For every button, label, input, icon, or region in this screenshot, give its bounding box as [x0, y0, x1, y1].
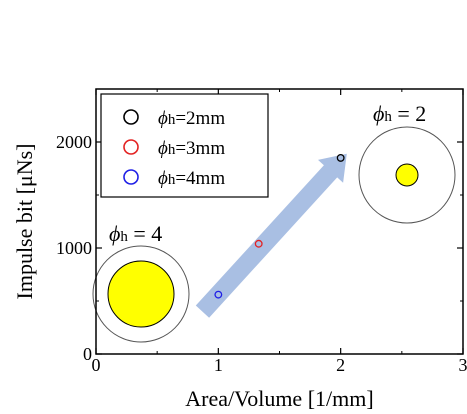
data-point [214, 290, 223, 299]
legend-label: ϕh=2mm [158, 108, 225, 129]
annotation-value: = 2 [392, 101, 426, 126]
hole-small [395, 163, 419, 187]
annotation-subscript: h [384, 109, 392, 125]
y-tick-label: 2000 [56, 132, 92, 152]
x-tick-label: 1 [214, 355, 223, 375]
annotation-phi4: ϕh = 4 [109, 221, 162, 246]
legend-label: ϕh=3mm [158, 138, 225, 159]
axis-ticks: 0 1 2 3 0 1000 2000 [56, 89, 467, 375]
x-tick-label: 0 [92, 355, 101, 375]
annotations: ϕh = 4ϕh = 2 [109, 101, 426, 246]
inset-diagrams [92, 126, 456, 343]
y-tick-label: 1000 [56, 238, 92, 258]
data-points [214, 153, 345, 299]
annotation-phi-symbol: ϕ [109, 221, 120, 246]
legend-phi-symbol: ϕ [158, 138, 168, 159]
legend-value: =2mm [175, 108, 225, 129]
legend-phi-symbol: ϕ [158, 108, 168, 129]
data-point [336, 153, 345, 162]
x-axis-label: Area/Volume [1/mm] [185, 386, 373, 411]
hole-large [107, 260, 175, 328]
x-tick-label: 3 [459, 355, 467, 375]
annotation-phi2: ϕh = 2 [373, 101, 426, 126]
annotation-subscript: h [120, 229, 128, 245]
y-tick-label: 0 [83, 344, 92, 364]
trend-arrow-layer [195, 153, 347, 318]
legend-marker [123, 139, 139, 155]
legend-marker [123, 169, 139, 185]
legend-value: =4mm [175, 168, 225, 189]
annotation-phi-symbol: ϕ [373, 101, 384, 126]
legend-label: ϕh=4mm [158, 168, 225, 189]
legend-value: =3mm [175, 138, 225, 159]
x-tick-label: 2 [336, 355, 345, 375]
legend-subscript: h [168, 142, 176, 158]
y-axis-label: Impulse bit [μNs] [12, 144, 37, 300]
annotation-value: = 4 [128, 221, 162, 246]
legend-phi-symbol: ϕ [158, 168, 168, 189]
legend-marker [123, 109, 139, 125]
legend-subscript: h [168, 112, 176, 128]
legend-subscript: h [168, 172, 176, 188]
data-point [254, 239, 263, 248]
trend-arrow [195, 153, 347, 318]
